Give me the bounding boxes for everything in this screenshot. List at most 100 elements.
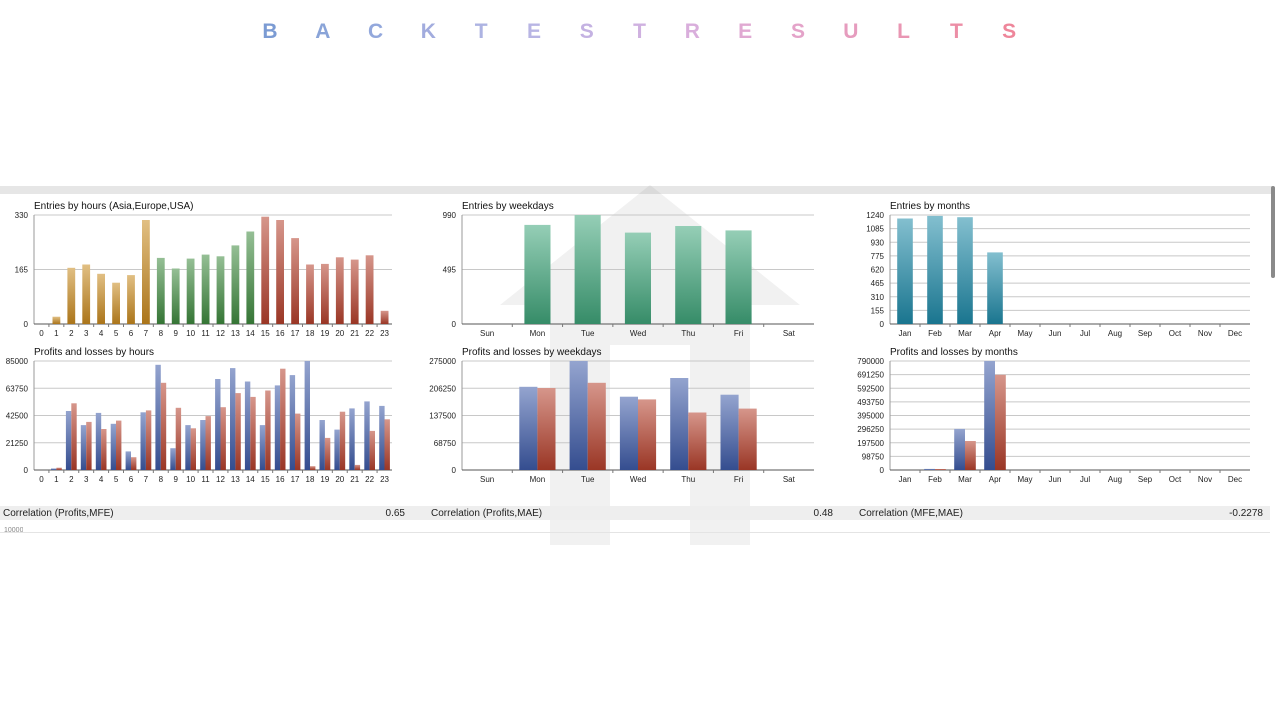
bar-losses xyxy=(56,467,62,470)
bar-profits xyxy=(569,361,588,470)
x-tick-label: Sun xyxy=(480,475,494,484)
x-tick-label: 14 xyxy=(246,475,255,484)
y-tick-label: 775 xyxy=(871,252,885,261)
y-tick-label: 0 xyxy=(880,466,885,475)
bar-losses xyxy=(86,421,92,470)
x-tick-label: 23 xyxy=(380,329,389,338)
bar-losses xyxy=(220,407,226,470)
bar-profits xyxy=(65,411,72,470)
x-tick-label: May xyxy=(1017,475,1032,484)
vertical-scrollbar[interactable] xyxy=(1271,186,1275,278)
x-tick-label: 16 xyxy=(276,329,285,338)
x-tick-label: 1 xyxy=(54,475,59,484)
x-tick-label: 11 xyxy=(201,475,210,484)
x-tick-label: 11 xyxy=(201,329,210,338)
title-letter: K xyxy=(420,20,436,43)
x-tick-label: Mon xyxy=(530,475,546,484)
bar-profits xyxy=(924,468,935,470)
y-tick-label: 691250 xyxy=(857,371,884,380)
x-tick-label: 23 xyxy=(380,475,389,484)
x-tick-label: 17 xyxy=(291,329,300,338)
bar-entries xyxy=(624,232,651,324)
title-letter: T xyxy=(949,20,963,43)
chart-title: Entries by weekdays xyxy=(462,201,554,212)
y-tick-label: 620 xyxy=(871,266,885,275)
x-tick-label: 15 xyxy=(261,329,270,338)
y-tick-label: 990 xyxy=(443,211,457,220)
title-letter: S xyxy=(790,20,806,43)
x-tick-label: Jul xyxy=(1080,475,1090,484)
x-tick-label: Tue xyxy=(581,329,595,338)
y-tick-label: 930 xyxy=(871,238,885,247)
x-tick-label: 21 xyxy=(350,329,359,338)
x-tick-label: 22 xyxy=(365,329,374,338)
chart-entries-hours: Entries by hours (Asia,Europe,USA)016533… xyxy=(15,201,392,338)
bar-entries xyxy=(127,275,135,324)
panel-top-border xyxy=(0,186,1272,194)
x-tick-label: Jun xyxy=(1049,475,1062,484)
y-tick-label: 63750 xyxy=(6,384,29,393)
title-letter: E xyxy=(526,20,542,43)
bar-losses xyxy=(537,388,556,470)
bar-entries xyxy=(897,218,913,324)
bar-losses xyxy=(160,382,167,470)
x-tick-label: Sat xyxy=(783,329,796,338)
x-tick-label: 8 xyxy=(159,329,164,338)
bar-entries xyxy=(725,230,752,324)
y-tick-label: 197500 xyxy=(857,439,884,448)
x-tick-label: 10 xyxy=(186,329,195,338)
bar-losses xyxy=(71,403,77,470)
bar-profits xyxy=(259,425,266,470)
title-letter: C xyxy=(368,20,384,43)
y-tick-label: 1240 xyxy=(866,211,884,220)
bar-losses xyxy=(310,466,316,470)
x-tick-label: Nov xyxy=(1198,475,1212,484)
title-letter: L xyxy=(897,20,911,43)
bar-losses xyxy=(265,390,271,470)
bar-profits xyxy=(720,394,739,470)
x-tick-label: 3 xyxy=(84,475,89,484)
bar-entries xyxy=(156,257,165,324)
x-tick-label: Mon xyxy=(530,329,546,338)
y-tick-label: 0 xyxy=(452,320,457,329)
x-tick-label: Sun xyxy=(480,329,494,338)
title-letter: S xyxy=(1002,20,1017,43)
x-tick-label: 9 xyxy=(173,329,178,338)
chart-entries-weekdays: Entries by weekdays 0 495 990 Sun Mon Tue Wed Th… xyxy=(443,201,814,338)
y-tick-label: 165 xyxy=(15,266,29,275)
x-tick-label: Jun xyxy=(1049,329,1062,338)
bar-losses xyxy=(369,430,375,470)
y-tick-label: 21250 xyxy=(6,439,29,448)
bar-profits xyxy=(51,468,57,470)
chart-pl-hours: Profits and losses by hours0212504250063… xyxy=(6,347,392,484)
x-tick-label: 7 xyxy=(144,329,149,338)
y-tick-label: 98750 xyxy=(862,452,885,461)
bar-entries xyxy=(186,258,195,324)
x-tick-label: 4 xyxy=(99,475,104,484)
y-tick-label: 137500 xyxy=(429,412,456,421)
y-tick-label: 85000 xyxy=(6,357,29,366)
bar-profits xyxy=(289,375,296,470)
title-letter: T xyxy=(633,20,647,43)
title-letter: S xyxy=(579,20,594,43)
x-tick-label: 13 xyxy=(231,475,240,484)
x-tick-label: 3 xyxy=(84,329,89,338)
bar-entries xyxy=(524,224,551,324)
y-tick-label: 206250 xyxy=(429,384,456,393)
x-tick-label: 18 xyxy=(306,475,315,484)
bar-profits xyxy=(244,381,251,470)
y-tick-label: 495 xyxy=(443,266,457,275)
y-tick-label: 275000 xyxy=(429,357,456,366)
x-tick-label: 17 xyxy=(291,475,300,484)
correlation-label-profits-mae: Correlation (Profits,MAE) xyxy=(431,508,543,519)
bar-profits xyxy=(185,425,191,470)
x-tick-label: Sep xyxy=(1138,475,1153,484)
title-letter: T xyxy=(474,20,488,43)
x-tick-label: Thu xyxy=(681,475,695,484)
x-tick-label: 6 xyxy=(129,475,134,484)
x-tick-label: 9 xyxy=(173,475,178,484)
x-tick-label: Mar xyxy=(958,475,972,484)
x-tick-label: Oct xyxy=(1169,475,1182,484)
y-tick-label: 296250 xyxy=(857,425,884,434)
